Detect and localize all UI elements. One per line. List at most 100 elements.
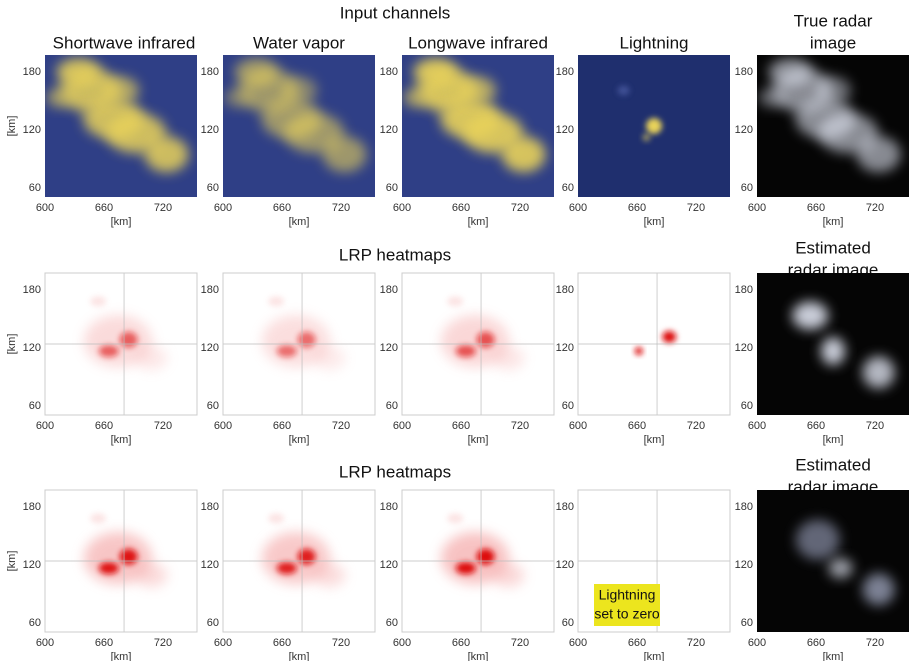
blob: [828, 558, 853, 579]
blob: [768, 58, 813, 87]
x-tick-label: 600: [569, 420, 587, 432]
x-axis-label: [km]: [644, 651, 665, 661]
blob: [455, 345, 476, 358]
blob: [403, 87, 432, 108]
annotation: set to zero: [594, 606, 660, 622]
x-tick-label: 720: [154, 420, 172, 432]
y-tick-label: 120: [380, 559, 398, 571]
y-tick-label: 180: [380, 284, 398, 296]
y-tick-label: 180: [201, 501, 219, 513]
blob: [322, 136, 367, 173]
x-tick-label: 660: [628, 202, 646, 214]
panel-image: [223, 55, 375, 197]
panel-title: Estimated: [795, 238, 871, 257]
blob: [792, 301, 829, 330]
y-tick-label: 180: [556, 501, 574, 513]
x-axis-label: [km]: [823, 434, 844, 446]
y-axis-label: [km]: [6, 334, 18, 355]
panel-title: Water vapor: [253, 33, 345, 52]
blob: [617, 85, 630, 96]
y-tick-label: 60: [562, 400, 574, 412]
blob: [413, 58, 458, 87]
y-tick-label: 120: [201, 342, 219, 354]
panel-title: Estimated: [795, 455, 871, 474]
blob: [460, 76, 496, 105]
x-axis-label: [km]: [468, 651, 489, 661]
y-tick-label: 120: [201, 559, 219, 571]
panel-title: Lightning: [619, 33, 688, 52]
blob: [856, 136, 901, 173]
panel-image: [578, 55, 730, 197]
x-tick-label: 600: [748, 202, 766, 214]
x-axis-label: [km]: [111, 651, 132, 661]
panel-image: [45, 273, 197, 415]
blob: [795, 519, 840, 560]
frame: [401, 272, 555, 416]
blob: [501, 136, 546, 173]
y-tick-label: 120: [556, 559, 574, 571]
annotation-box: [594, 584, 660, 626]
y-tick-label: 120: [23, 559, 41, 571]
x-tick-label: 600: [748, 420, 766, 432]
frame: [577, 272, 731, 416]
x-tick-label: 600: [393, 637, 411, 649]
x-tick-label: 660: [452, 202, 470, 214]
x-tick-label: 600: [748, 637, 766, 649]
x-tick-label: 600: [36, 420, 54, 432]
x-axis-label: [km]: [111, 434, 132, 446]
y-tick-label: 120: [380, 342, 398, 354]
x-tick-label: 600: [36, 637, 54, 649]
frame: [44, 489, 198, 633]
y-tick-label: 60: [386, 182, 398, 194]
y-tick-label: 60: [386, 400, 398, 412]
y-axis-label: [km]: [6, 551, 18, 572]
y-tick-label: 180: [735, 66, 753, 78]
y-tick-label: 60: [741, 617, 753, 629]
x-tick-label: 720: [687, 420, 705, 432]
panel-image: [757, 273, 909, 415]
x-tick-label: 600: [393, 420, 411, 432]
panel-image: [223, 273, 375, 415]
blob: [119, 331, 138, 348]
panel-title: Shortwave infrared: [53, 33, 196, 52]
x-axis-label: [km]: [111, 216, 132, 228]
blob: [281, 76, 317, 105]
x-tick-label: 660: [807, 202, 825, 214]
frame: [44, 272, 198, 416]
y-tick-label: 180: [735, 501, 753, 513]
frame: [222, 489, 376, 633]
blob: [119, 548, 138, 565]
y-tick-label: 60: [741, 400, 753, 412]
blob: [862, 573, 895, 606]
blob: [103, 76, 139, 105]
x-axis-label: [km]: [823, 216, 844, 228]
blob: [313, 346, 346, 371]
y-tick-label: 120: [201, 124, 219, 136]
x-tick-label: 720: [154, 202, 172, 214]
x-tick-label: 660: [452, 420, 470, 432]
y-tick-label: 120: [735, 342, 753, 354]
panel-image: [757, 55, 909, 197]
panel-title: True radar: [794, 11, 873, 30]
x-tick-label: 600: [393, 202, 411, 214]
x-tick-label: 720: [332, 637, 350, 649]
blob: [90, 513, 107, 524]
x-tick-label: 720: [154, 637, 172, 649]
blob: [634, 347, 643, 356]
row-title: LRP heatmaps: [339, 245, 451, 264]
panel-image: [578, 273, 730, 415]
x-tick-label: 720: [866, 420, 884, 432]
blob: [297, 331, 316, 348]
blob: [276, 562, 297, 575]
blob: [447, 296, 464, 307]
blob: [297, 548, 316, 565]
x-axis-label: [km]: [289, 434, 310, 446]
row-title: LRP heatmaps: [339, 462, 451, 481]
y-tick-label: 120: [23, 342, 41, 354]
blob: [447, 513, 464, 524]
y-tick-label: 60: [741, 182, 753, 194]
x-tick-label: 720: [511, 637, 529, 649]
y-tick-label: 60: [29, 617, 41, 629]
y-tick-label: 120: [556, 342, 574, 354]
x-tick-label: 660: [95, 420, 113, 432]
